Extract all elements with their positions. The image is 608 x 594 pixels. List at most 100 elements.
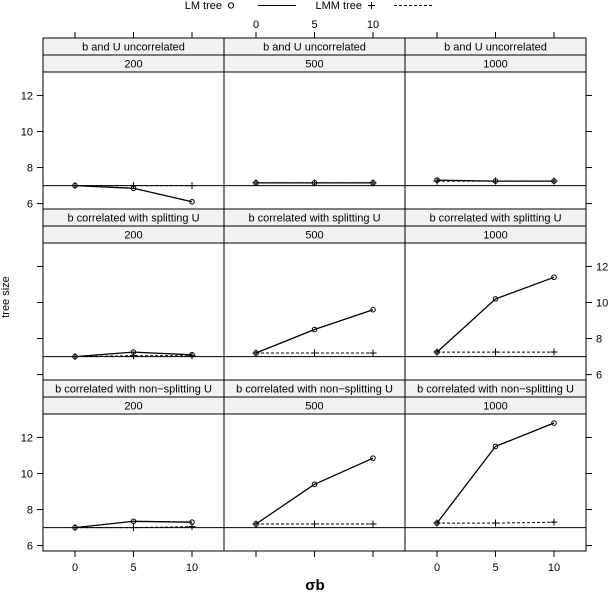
panel-8 xyxy=(223,379,406,552)
series-line-lm-tree xyxy=(74,351,193,358)
point-lm-tree xyxy=(551,420,557,426)
y-tick-label: 10 xyxy=(596,297,608,309)
point-lmm-tree xyxy=(71,353,79,361)
point-lmm-tree xyxy=(188,182,196,190)
plot-area xyxy=(223,71,406,210)
series-line-lm-tree xyxy=(436,422,555,524)
point-lmm-tree xyxy=(492,177,499,185)
plot-area xyxy=(404,71,587,210)
strip-label-condition: b correlated with splitting U xyxy=(429,213,561,225)
strip-label-condition: b and U uncorrelated xyxy=(444,42,547,54)
strip-label-size: 1000 xyxy=(483,230,507,242)
point-lmm-tree xyxy=(311,349,318,357)
strip-label-size: 200 xyxy=(124,59,142,71)
point-lmm-tree xyxy=(130,352,137,360)
strip-label-size: 500 xyxy=(305,401,323,413)
panel-2 xyxy=(223,37,406,210)
panel-7 xyxy=(42,379,225,552)
point-lmm-tree xyxy=(188,523,196,531)
y-axis-title: tree size xyxy=(0,276,12,318)
point-lmm-tree xyxy=(252,349,260,357)
x-tick-label: 5 xyxy=(130,562,136,574)
strip-label-size: 1000 xyxy=(483,59,507,71)
point-lm-tree xyxy=(189,198,195,205)
y-tick-label: 8 xyxy=(596,334,602,346)
y-tick-label: 6 xyxy=(27,541,33,553)
strip-label-condition: b correlated with splitting U xyxy=(248,213,380,225)
series-line-lmm-tree xyxy=(74,355,192,358)
point-lmm-tree xyxy=(71,524,79,532)
strip-label-condition: b correlated with non−splitting U xyxy=(417,384,574,396)
strip-label-size: 1000 xyxy=(483,401,507,413)
legend-label-lmm-tree: LMM tree xyxy=(316,0,362,12)
point-lmm-tree xyxy=(550,518,558,526)
series-line-lmm-tree xyxy=(75,526,193,529)
point-lmm-tree xyxy=(492,348,499,356)
point-lmm-tree xyxy=(369,179,377,187)
point-lmm-tree xyxy=(311,520,318,528)
panel-3 xyxy=(404,37,587,210)
point-lmm-tree xyxy=(252,520,260,528)
strip-label-condition: b correlated with non−splitting U xyxy=(236,384,393,396)
point-lm-tree xyxy=(551,274,557,281)
strip-label-condition: b and U uncorrelated xyxy=(263,42,366,54)
panel-9 xyxy=(404,379,587,552)
strip-label-size: 200 xyxy=(124,230,142,242)
point-lmm-tree xyxy=(433,177,441,185)
y-tick-label: 8 xyxy=(27,505,33,517)
legend-marker-lm-tree xyxy=(227,2,235,9)
point-lmm-tree xyxy=(550,348,558,356)
point-lmm-tree xyxy=(433,348,441,356)
x-tick-label: 0 xyxy=(434,562,440,574)
strip-label-size: 200 xyxy=(124,401,142,413)
point-lm-tree xyxy=(370,306,376,313)
legend-marker-lmm-tree xyxy=(368,2,375,9)
point-lmm-tree xyxy=(550,177,558,185)
series-line-lm-tree xyxy=(255,309,374,354)
legend-label-lm-tree: LM tree xyxy=(185,0,222,12)
y-tick-label: 8 xyxy=(27,163,33,175)
x-tick-label: 10 xyxy=(186,562,198,574)
x-tick-label: 5 xyxy=(492,562,498,574)
series-line-lm-tree xyxy=(74,520,193,529)
panel-1 xyxy=(42,37,225,210)
point-lmm-tree xyxy=(188,352,196,360)
plot-area xyxy=(404,413,587,552)
plot-area xyxy=(223,242,406,381)
x-tick-label: 10 xyxy=(548,562,560,574)
point-lm-tree xyxy=(311,481,318,488)
point-lmm-tree xyxy=(369,349,377,357)
y-tick-label: 10 xyxy=(21,468,33,480)
x-tick-label: 0 xyxy=(253,19,259,31)
panel-4 xyxy=(42,208,225,381)
strip-label-size: 500 xyxy=(305,59,323,71)
panel-6 xyxy=(404,208,587,381)
y-tick-label: 12 xyxy=(21,432,33,444)
plot-area xyxy=(404,242,587,381)
x-tick-label: 5 xyxy=(311,19,317,31)
point-lm-tree xyxy=(311,326,318,333)
plot-area xyxy=(42,242,225,381)
point-lmm-tree xyxy=(311,179,318,187)
point-lm-tree xyxy=(130,518,137,525)
point-lm-tree xyxy=(492,296,499,302)
strip-label-condition: b and U uncorrelated xyxy=(82,42,185,54)
series-line-lmm-tree xyxy=(437,521,555,524)
point-lmm-tree xyxy=(492,519,499,527)
strip-label-condition: b correlated with splitting U xyxy=(67,213,199,225)
series-line-lm-tree xyxy=(255,457,374,525)
point-lmm-tree xyxy=(433,519,441,527)
point-lm-tree xyxy=(370,455,376,461)
point-lm-tree xyxy=(492,443,499,450)
x-tick-label: 0 xyxy=(72,562,78,574)
x-tick-label: 10 xyxy=(367,19,379,31)
y-tick-label: 12 xyxy=(21,90,33,102)
y-tick-label: 10 xyxy=(21,126,33,138)
point-lmm-tree xyxy=(130,182,137,190)
y-tick-label: 12 xyxy=(596,261,608,273)
y-tick-label: 6 xyxy=(596,370,602,382)
point-lmm-tree xyxy=(71,182,79,190)
strip-label-condition: b correlated with non−splitting U xyxy=(55,384,212,396)
x-axis-title: σb xyxy=(305,577,324,594)
